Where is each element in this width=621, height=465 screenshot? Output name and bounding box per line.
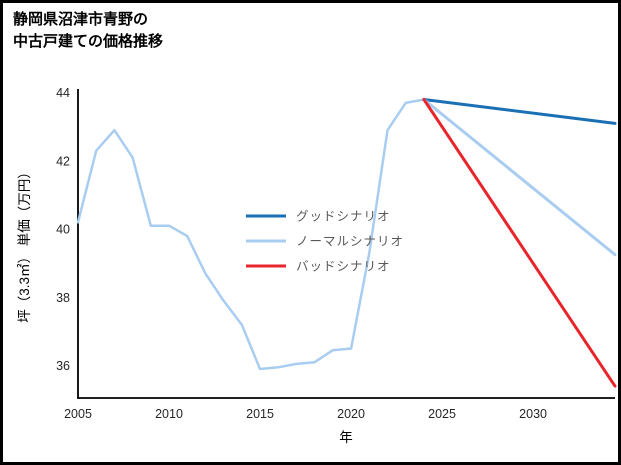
x-tick-label: 2010 xyxy=(155,407,183,421)
y-tick-label: 38 xyxy=(56,291,70,305)
y-axis-label: 坪（3.3㎡） 単価（万円） xyxy=(17,165,32,323)
legend-label-good: グッドシナリオ xyxy=(296,210,391,224)
y-tick-label: 36 xyxy=(56,359,70,373)
series-line-history xyxy=(76,98,426,371)
chart-title: 静岡県沼津市青野の 中古戸建ての価格推移 xyxy=(13,11,164,50)
series-line-normal xyxy=(422,98,617,257)
series-line-good xyxy=(422,98,617,125)
y-tick-label: 40 xyxy=(56,223,70,237)
legend-label-normal: ノーマルシナリオ xyxy=(296,235,404,249)
y-tick-label: 42 xyxy=(56,154,70,168)
legend-label-bad: バッドシナリオ xyxy=(296,260,391,274)
series-line-bad xyxy=(422,98,617,388)
x-tick-label: 2030 xyxy=(519,407,547,421)
x-tick-label: 2020 xyxy=(337,407,365,421)
price-trend-chart: 2005 2010 2015 2020 2025 2030 36 38 40 42 44 グッドシナリ… xyxy=(56,86,617,421)
x-tick-label: 2005 xyxy=(64,407,92,421)
x-axis-label: 年 xyxy=(339,430,353,445)
x-tick-label: 2015 xyxy=(246,407,274,421)
y-tick-label: 44 xyxy=(56,86,70,100)
x-tick-label: 2025 xyxy=(428,407,456,421)
